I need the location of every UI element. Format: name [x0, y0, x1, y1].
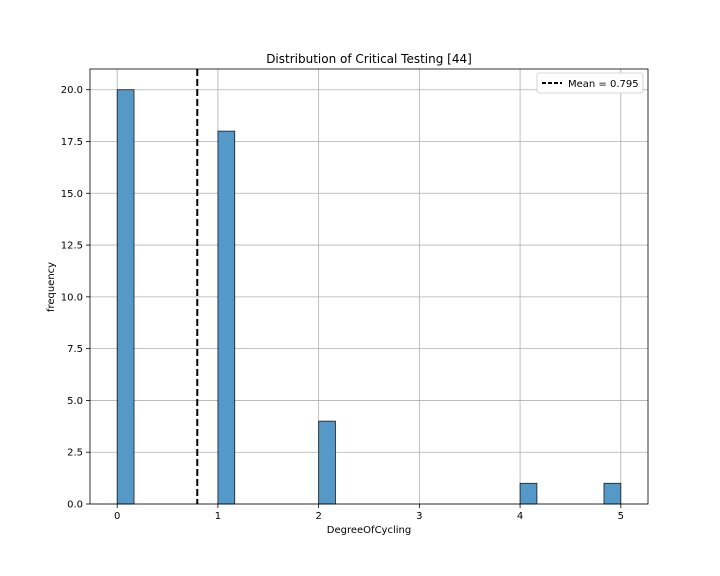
- histogram-bar: [519, 482, 538, 505]
- legend: Mean = 0.795: [536, 72, 644, 94]
- histogram-bar: [603, 482, 622, 505]
- y-tick-label: 0.0: [67, 500, 83, 511]
- x-tick-label: 0: [114, 511, 120, 522]
- x-tick-label: 2: [315, 511, 321, 522]
- legend-box: [536, 72, 644, 94]
- y-tick-label: 10.0: [61, 292, 83, 303]
- chart-title: Distribution of Critical Testing [44]: [266, 52, 472, 66]
- x-tick-label: 3: [416, 511, 422, 522]
- x-tick-label: 4: [517, 511, 523, 522]
- x-tick-label: 5: [618, 511, 624, 522]
- x-axis-ticks: 0 1 2 3 4 5: [114, 504, 624, 522]
- y-axis-label: frequency: [46, 262, 57, 312]
- x-tick-label: 1: [215, 511, 221, 522]
- y-tick-label: 12.5: [61, 241, 83, 252]
- plot-frame: [89, 68, 649, 505]
- x-axis-label: DegreeOfCycling: [327, 525, 411, 536]
- legend-label: Mean = 0.795: [568, 79, 639, 90]
- y-tick-label: 7.5: [67, 344, 83, 355]
- y-tick-label: 2.5: [67, 448, 83, 459]
- histogram-bar: [116, 89, 135, 505]
- y-tick-label: 15.0: [61, 189, 83, 200]
- y-tick-label: 20.0: [61, 85, 83, 96]
- y-axis-ticks: 0.0 2.5 5.0 7.5 10.0 12.5 15.0 17.5 20.0: [61, 85, 90, 511]
- histogram-bar: [217, 130, 236, 505]
- histogram-bar: [318, 420, 336, 505]
- bars: [116, 89, 622, 505]
- y-tick-label: 17.5: [61, 137, 83, 148]
- y-tick-label: 5.0: [67, 396, 83, 407]
- grid: [90, 69, 648, 505]
